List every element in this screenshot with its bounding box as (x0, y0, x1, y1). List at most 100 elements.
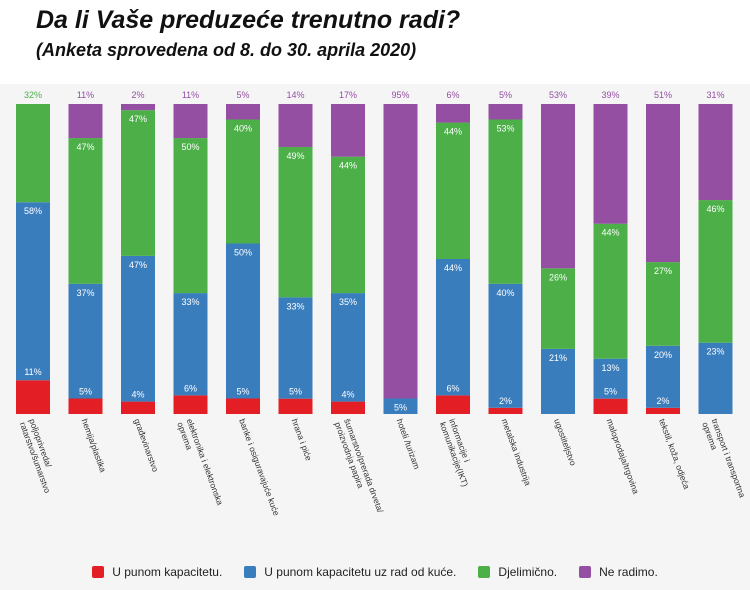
legend-label-remote: U punom kapacitetu uz rad od kuće. (264, 565, 457, 579)
value-label-partial-10: 26% (549, 272, 567, 282)
value-label-remote-11: 13% (601, 363, 619, 373)
bar-full-3 (173, 395, 208, 414)
bar-remote-11 (593, 358, 628, 399)
value-label-remote-6: 35% (339, 297, 357, 307)
bar-remote-12 (646, 345, 680, 408)
value-label-partial-1: 47% (76, 142, 94, 152)
value-label-not-6: 17% (339, 90, 357, 100)
chart-legend: U punom kapacitetu. U punom kapacitetu u… (0, 557, 750, 587)
bar-partial-3 (173, 138, 208, 294)
value-label-not-1: 11% (77, 90, 94, 100)
value-label-partial-2: 47% (129, 114, 147, 124)
bar-not-6 (331, 104, 365, 157)
bar-partial-13 (698, 200, 733, 343)
value-label-not-4: 5% (236, 90, 249, 100)
value-label-not-10: 53% (549, 90, 567, 100)
bar-partial-2 (121, 110, 155, 256)
bar-not-2 (121, 104, 155, 111)
category-label-line-11-0: maloprodaja/trgovina (605, 417, 642, 495)
category-label-line-7-0: hoteli /turizam (395, 417, 422, 470)
bar-not-1 (68, 104, 103, 139)
bar-remote-5 (278, 297, 313, 399)
chart-panel: 58% 32% poljoprivreda/ratarstvo/šumarstvo 5… (0, 84, 750, 590)
value-label-partial-8: 44% (444, 127, 462, 137)
bar-remote-10 (541, 348, 575, 414)
legend-swatch-not (579, 566, 592, 578)
value-label-remote-9: 40% (496, 288, 514, 298)
value-label-full-11: 5% (604, 387, 617, 397)
legend-item-remote: U punom kapacitetu uz rad od kuće. (244, 565, 456, 579)
bar-partial-6 (331, 156, 365, 294)
bar-full-8 (436, 395, 470, 414)
value-label-full-1: 5% (79, 387, 92, 397)
category-label-line-2-0: građevinarstvo (132, 417, 161, 473)
legend-swatch-remote (244, 566, 257, 578)
legend-swatch-full (92, 566, 105, 578)
value-label-full-2: 4% (131, 390, 144, 400)
bar-full-12 (646, 407, 680, 414)
legend-item-partial: Djelimično. (478, 565, 557, 579)
bar-not-10 (541, 104, 575, 269)
value-label-full-5: 5% (289, 387, 302, 397)
value-label-partial-13: 46% (706, 204, 724, 214)
category-label-5: hrana i piće (290, 417, 315, 462)
extra-label-0: 11% (24, 367, 41, 377)
value-label-partial-0: 32% (24, 90, 42, 100)
value-label-partial-4: 40% (234, 124, 252, 134)
value-label-remote-5: 33% (286, 301, 304, 311)
bar-full-2 (121, 401, 155, 414)
legend-item-full: U punom kapacitetu. (92, 565, 222, 579)
value-label-remote-1: 37% (76, 288, 94, 298)
bar-full-11 (593, 398, 628, 414)
bar-remote-6 (331, 293, 365, 402)
value-label-remote-13: 23% (706, 347, 724, 357)
bar-remote-1 (68, 283, 103, 399)
bar-not-8 (436, 104, 470, 123)
bar-full-9 (488, 407, 523, 414)
value-label-full-8: 6% (446, 383, 459, 393)
value-label-not-9: 5% (499, 90, 512, 100)
value-label-full-4: 5% (236, 387, 249, 397)
value-label-full-9: 2% (499, 396, 512, 406)
bar-remote-4 (226, 243, 260, 399)
bar-not-11 (593, 104, 628, 224)
value-label-remote-3: 33% (181, 297, 199, 307)
bar-remote-3 (173, 293, 208, 396)
value-label-full-3: 6% (184, 383, 197, 393)
value-label-full-12: 2% (656, 396, 669, 406)
value-label-remote-8: 44% (444, 263, 462, 273)
bar-partial-10 (541, 268, 575, 349)
category-label-4: banke i osiguravajuće kuće (237, 417, 282, 517)
category-label-line-10-0: ugostiteljstvo (552, 417, 578, 467)
value-label-partial-11: 44% (601, 228, 619, 238)
bar-not-4 (226, 104, 260, 120)
bar-partial-4 (226, 119, 260, 244)
category-label-line-13-0: transport i transportna (710, 417, 748, 499)
value-label-partial-3: 50% (181, 142, 199, 152)
value-label-not-3: 11% (182, 90, 199, 100)
value-label-not-7: 95% (391, 90, 409, 100)
category-label-11: maloprodaja/trgovina (605, 417, 642, 495)
bar-partial-12 (646, 262, 680, 346)
page-subtitle: (Anketa sprovedena od 8. do 30. aprila 2… (36, 40, 417, 60)
bar-remote-9 (488, 283, 523, 408)
category-label-line-9-0: metalska industrija (500, 417, 534, 487)
value-label-not-8: 6% (446, 90, 459, 100)
category-label-10: ugostiteljstvo (552, 417, 578, 467)
category-label-line-12-0: tekstil, koža, odjeća (657, 417, 692, 490)
bar-full-1 (68, 398, 103, 414)
bar-not-7 (383, 104, 418, 399)
category-label-line-5-0: hrana i piće (290, 417, 315, 462)
value-label-not-13: 31% (706, 90, 724, 100)
value-label-not-11: 39% (601, 90, 619, 100)
value-label-remote-0: 58% (24, 206, 42, 216)
category-label-2: građevinarstvo (132, 417, 161, 473)
bar-remote-0 (16, 202, 50, 381)
legend-label-not: Ne radimo. (599, 565, 658, 579)
bar-not-13 (698, 104, 733, 201)
bar-partial-9 (488, 119, 523, 284)
category-label-6: šumarstvo/prerada drveta/proizvodnja pap… (333, 417, 386, 514)
